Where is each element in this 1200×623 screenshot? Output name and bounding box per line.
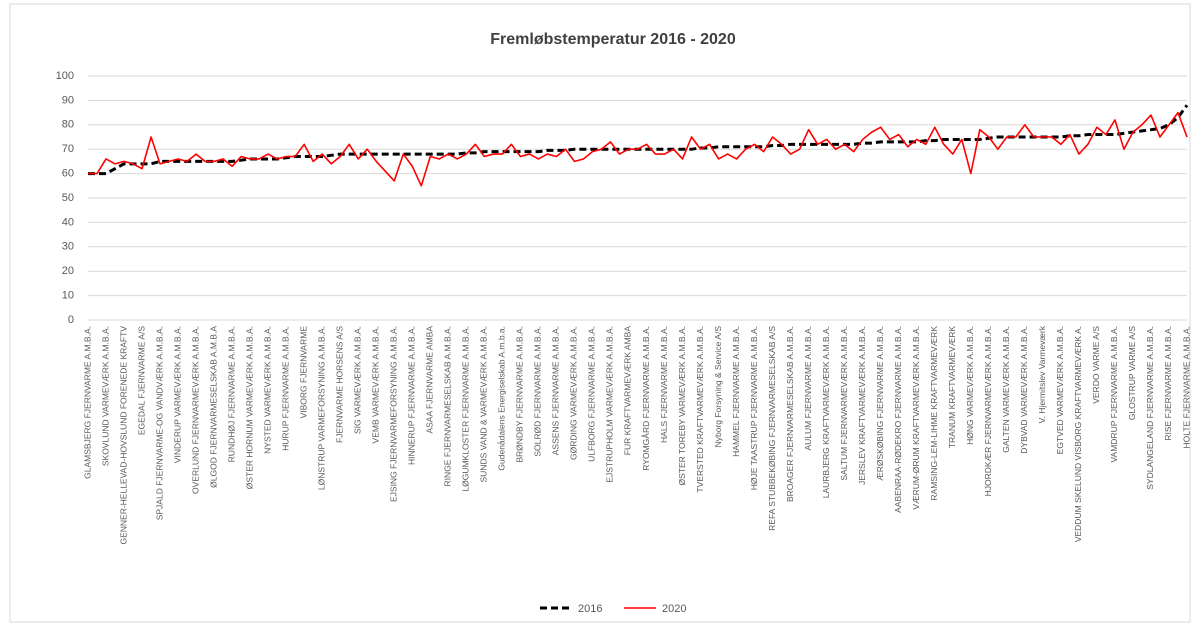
x-tick-label: SPJALD FJERNVARME-OG VANDVÆRK A.M.B.A. <box>154 326 164 520</box>
x-tick-label: ØLGOD FJERNVARMESELSKAB A.M.B.A <box>208 326 218 488</box>
x-tick-label: VEDDUM SKELUND VISBORG KRAFTVARMEVÆRK A. <box>1073 326 1083 542</box>
x-tick-label: V. Hjermitslev Varmeværk <box>1037 325 1047 423</box>
x-tick-label: HØNG VARMEVÆRK A.M.B.A. <box>965 326 975 445</box>
x-tick-label: VÆRUM-ØRUM KRAFTVARMEVÆRK A.M.B.A. <box>911 326 921 510</box>
x-tick-label: TRANUM KRAFTVARMEVÆRK <box>947 326 957 448</box>
chart-frame <box>9 3 1191 623</box>
y-tick-label: 10 <box>62 290 74 302</box>
x-tick-label: RAMSING-LEM-LIHME KRAFTVARMEVÆRK <box>929 326 939 501</box>
y-tick-label: 30 <box>62 241 74 253</box>
x-tick-label: GLAMSBJERG FJERNVARME A.M.B.A. <box>82 326 92 479</box>
x-tick-label: DYBVAD VARMEVÆRK A.M.B.A. <box>1019 326 1029 454</box>
x-tick-label: ULFBORG FJERNVARME A.M.B.A. <box>587 326 597 462</box>
x-tick-label: ASSENS FJERNVARME A.M.B.A. <box>551 326 561 455</box>
x-tick-label: GENNER-HELLEVAD-HOVSLUND FORENEDE KRAFTV <box>118 326 128 545</box>
x-tick-label: ÆRØSKØBING FJERNVARME A.M.B.A. <box>875 326 885 481</box>
x-tick-label: LØNSTRUP VARMEFORSYNING A.M.B.A. <box>316 326 326 490</box>
y-tick-label: 90 <box>62 94 74 106</box>
x-tick-label: EJSING FJERNVARMEFORSYNING A.M.B.A. <box>389 326 399 502</box>
x-tick-label: EGTVED VARMEVÆRK A.M.B.A. <box>1055 326 1065 454</box>
y-tick-label: 0 <box>68 314 74 326</box>
y-tick-label: 80 <box>62 119 74 131</box>
x-tick-label: ØSTER HORNUM VARMEVÆRK A.M.B.A. <box>244 326 254 489</box>
series-line <box>88 111 1188 187</box>
x-tick-label: Gudenådalens Energiselskab A.m.b.a. <box>497 326 507 471</box>
x-tick-label: EJSTRUPHOLM VARMEVÆRK A.M.B.A. <box>605 326 615 483</box>
chart-title: Fremløbstemperatur 2016 - 2020 <box>490 31 736 48</box>
x-tick-label: RYOMGÅRD FJERNVARME A.M.B.A. <box>641 326 651 471</box>
x-tick-label: VINDERUP VARMEVÆRK A.M.B.A. <box>172 326 182 463</box>
x-tick-label: RISE FJERNVARME A.M.B.A. <box>1163 326 1173 441</box>
y-tick-label: 50 <box>62 192 74 204</box>
y-tick-label: 40 <box>62 216 74 228</box>
x-tick-label: VEMB VARMEVÆRK A.M.B.A. <box>371 326 381 443</box>
x-tick-label: REFA STUBBEKØBING FJERNVARMESELSKAB A/S <box>767 326 777 531</box>
x-tick-label: SOLRØD FJERNVARME A.M.B.A. <box>533 326 543 457</box>
x-tick-label: VAMDRUP FJERNVARME A.M.B.A. <box>1109 326 1119 463</box>
x-tick-label: HALS FJERNVARME A.M.B.A. <box>659 326 669 443</box>
x-tick-label: HURUP FJERNVARME A.M.B.A. <box>280 326 290 451</box>
y-tick-label: 60 <box>62 168 74 180</box>
legend-label: 2016 <box>578 603 602 615</box>
x-tick-label: FUR KRAFTVARMEVÆRK AMBA <box>623 326 633 456</box>
x-tick-label: SUNDS VAND & VARMEVÆRK A.M.B.A. <box>479 326 489 483</box>
x-tick-label: Nyborg Forsyning & Service A/S <box>713 326 723 448</box>
x-tick-label: VERDO VARME A/S <box>1091 326 1101 404</box>
x-tick-label: BROAGER FJERNVARMESELSKAB A.M.B.A. <box>785 326 795 502</box>
legend-label: 2020 <box>662 603 686 615</box>
x-tick-label: SYDLANGELAND FJERNVARME A.M.B.A. <box>1145 326 1155 490</box>
x-tick-label: ØSTER TOREBY VARMEVÆRK A.M.B.A. <box>677 326 687 486</box>
x-tick-label: HJORDKÆR FJERNVARMEVÆRK A.M.B.A. <box>983 326 993 496</box>
y-tick-label: 70 <box>62 143 74 155</box>
x-tick-label: LAURBJERG KRAFTVARMEVÆRK A.M.B.A. <box>821 326 831 498</box>
x-tick-label: EGEDAL FJERNVARME A/S <box>136 326 146 435</box>
x-tick-label: GØRDING VARMEVÆRK A.M.B.A. <box>569 326 579 460</box>
x-tick-label: GALTEN VARMEVÆRK A.M.B.A. <box>1001 326 1011 453</box>
x-tick-label: SIG VARMEVÆRK A.M.B.A. <box>352 326 362 434</box>
x-tick-label: GLOSTRUP VARME A/S <box>1127 326 1137 420</box>
x-tick-label: AULUM FJERNVARME A.M.B.A. <box>803 326 813 451</box>
x-tick-label: TVERSTED KRAFTVARMEVÆRK A.M.B.A. <box>695 326 705 493</box>
x-tick-label: LØGUMKLOSTER FJERNVARME A.M.B.A. <box>461 326 471 492</box>
x-tick-label: SKOVLUND VARMEVÆRK A.M.B.A. <box>100 326 110 466</box>
x-tick-label: NYSTED VARMEVÆRK A.M.B.A. <box>262 326 272 454</box>
x-tick-label: RINGE FJERNVARMESELSKAB A.M.B.A. <box>443 326 453 486</box>
y-tick-label: 20 <box>62 265 74 277</box>
x-tick-label: FJERNVARME HORSENS A/S <box>334 326 344 443</box>
x-tick-label: SALTUM FJERNVARMEVÆRK A.M.B.A. <box>839 326 849 481</box>
x-tick-label: ASAA FJERNVARME AMBA <box>425 326 435 434</box>
x-tick-label: AABENRAA-RØDEKRO FJERNVARME A.M.B.A. <box>893 326 903 513</box>
x-tick-label: HINNERUP FJERNVARME A.M.B.A. <box>407 326 417 465</box>
x-tick-label: JERSLEV KRAFTVARMEVÆRK A.M.B.A. <box>857 326 867 485</box>
x-tick-label: HØJE TAASTRUP FJERNVARME A.M.B.A. <box>749 326 759 490</box>
x-tick-label: BRØNDBY FJERNVARME A.M.B.A. <box>515 326 525 463</box>
x-tick-label: HOLTE FJERNVARME A.M.B.A. <box>1181 326 1191 448</box>
x-tick-label: RUNDHØJ FJERNVARME A.M.B.A. <box>226 326 236 462</box>
x-tick-label: HAMMEL FJERNVARME A.M.B.A. <box>731 326 741 457</box>
x-tick-label: VIBORG FJERNVARME <box>298 326 308 419</box>
y-tick-label: 100 <box>56 70 74 82</box>
x-tick-label: OVERLUND FJERNVARMEVÆRK A.M.B.A. <box>190 326 200 494</box>
